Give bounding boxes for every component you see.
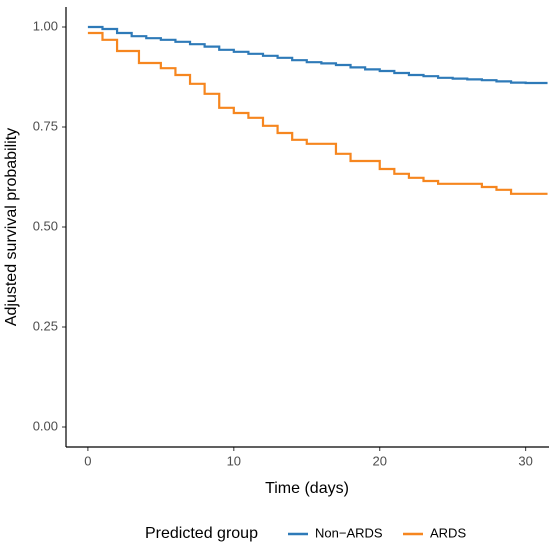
y-tick-label: 1.00 bbox=[33, 18, 58, 33]
y-axis-title: Adjusted survival probability bbox=[3, 128, 20, 326]
y-tick-label: 0.50 bbox=[33, 218, 58, 233]
x-axis-title: Time (days) bbox=[265, 480, 349, 497]
x-tick-label: 30 bbox=[518, 453, 532, 468]
y-tick-label: 0.25 bbox=[33, 318, 58, 333]
x-tick-label: 20 bbox=[372, 453, 386, 468]
y-tick-label: 0.75 bbox=[33, 118, 58, 133]
x-tick-label: 10 bbox=[227, 453, 241, 468]
survival-curve bbox=[87, 25, 548, 85]
legend-title: Predicted group bbox=[145, 525, 258, 542]
survival-curve bbox=[87, 31, 548, 195]
x-tick-label: 0 bbox=[84, 453, 91, 468]
legend-label: Non−ARDS bbox=[315, 525, 383, 540]
y-tick-label: 0.00 bbox=[33, 418, 58, 433]
legend-label: ARDS bbox=[430, 525, 466, 540]
